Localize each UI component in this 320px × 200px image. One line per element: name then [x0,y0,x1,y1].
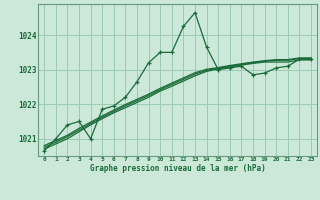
X-axis label: Graphe pression niveau de la mer (hPa): Graphe pression niveau de la mer (hPa) [90,164,266,173]
